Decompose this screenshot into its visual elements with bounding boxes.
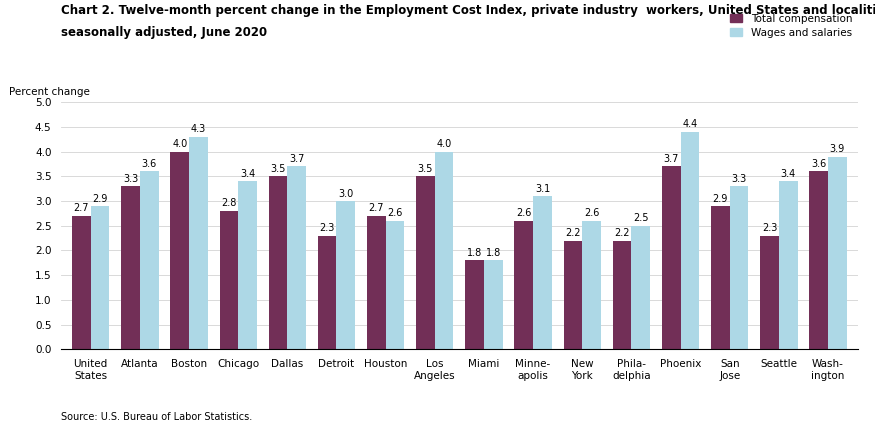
Text: 3.1: 3.1	[535, 184, 550, 194]
Bar	[514, 221, 533, 349]
Text: 2.9: 2.9	[93, 193, 108, 204]
Bar	[220, 211, 238, 349]
Text: 2.7: 2.7	[74, 204, 89, 213]
Bar	[828, 157, 847, 349]
Bar	[287, 167, 306, 349]
Bar	[238, 181, 257, 349]
Text: 2.2: 2.2	[614, 228, 630, 238]
Bar	[582, 221, 601, 349]
Bar	[533, 196, 552, 349]
Text: 2.5: 2.5	[633, 213, 648, 223]
Bar	[171, 152, 189, 349]
Bar	[779, 181, 797, 349]
Text: 3.6: 3.6	[142, 159, 157, 169]
Bar	[466, 260, 484, 349]
Bar	[189, 137, 207, 349]
Text: 3.9: 3.9	[830, 144, 845, 154]
Text: 2.6: 2.6	[388, 208, 402, 219]
Bar	[711, 206, 730, 349]
Bar	[416, 176, 435, 349]
Text: 3.4: 3.4	[780, 169, 796, 179]
Text: 3.3: 3.3	[123, 174, 138, 184]
Text: Chart 2. Twelve-month percent change in the Employment Cost Index, private indus: Chart 2. Twelve-month percent change in …	[61, 4, 875, 17]
Text: 1.8: 1.8	[467, 248, 482, 258]
Text: 2.3: 2.3	[762, 223, 777, 233]
Bar	[140, 171, 158, 349]
Text: 3.5: 3.5	[270, 164, 286, 174]
Legend: Total compensation, Wages and salaries: Total compensation, Wages and salaries	[730, 14, 852, 38]
Text: 3.5: 3.5	[417, 164, 433, 174]
Bar	[386, 221, 404, 349]
Text: 2.3: 2.3	[319, 223, 335, 233]
Bar	[632, 226, 650, 349]
Text: 3.0: 3.0	[339, 189, 354, 199]
Bar	[484, 260, 502, 349]
Text: 2.6: 2.6	[584, 208, 599, 219]
Text: 2.8: 2.8	[221, 199, 236, 208]
Bar	[72, 216, 91, 349]
Text: seasonally adjusted, June 2020: seasonally adjusted, June 2020	[61, 26, 268, 40]
Text: 2.9: 2.9	[712, 193, 728, 204]
Text: 2.6: 2.6	[516, 208, 531, 219]
Bar	[318, 236, 337, 349]
Text: 4.4: 4.4	[682, 119, 697, 130]
Bar	[809, 171, 828, 349]
Bar	[681, 132, 699, 349]
Text: 1.8: 1.8	[486, 248, 500, 258]
Bar	[269, 176, 287, 349]
Text: 2.2: 2.2	[565, 228, 581, 238]
Text: 3.4: 3.4	[240, 169, 256, 179]
Text: Source: U.S. Bureau of Labor Statistics.: Source: U.S. Bureau of Labor Statistics.	[61, 412, 253, 422]
Text: 4.0: 4.0	[437, 139, 452, 149]
Bar	[662, 167, 681, 349]
Text: 4.3: 4.3	[191, 124, 206, 134]
Bar	[337, 201, 355, 349]
Bar	[564, 241, 582, 349]
Text: 3.7: 3.7	[289, 154, 304, 164]
Bar	[612, 241, 632, 349]
Text: 3.7: 3.7	[663, 154, 679, 164]
Bar	[91, 206, 109, 349]
Bar	[760, 236, 779, 349]
Bar	[122, 186, 140, 349]
Text: 3.6: 3.6	[811, 159, 826, 169]
Bar	[367, 216, 386, 349]
Text: 3.3: 3.3	[732, 174, 746, 184]
Text: 2.7: 2.7	[368, 204, 384, 213]
Bar	[435, 152, 453, 349]
Bar	[730, 186, 748, 349]
Text: 4.0: 4.0	[172, 139, 187, 149]
Text: Percent change: Percent change	[10, 87, 90, 97]
